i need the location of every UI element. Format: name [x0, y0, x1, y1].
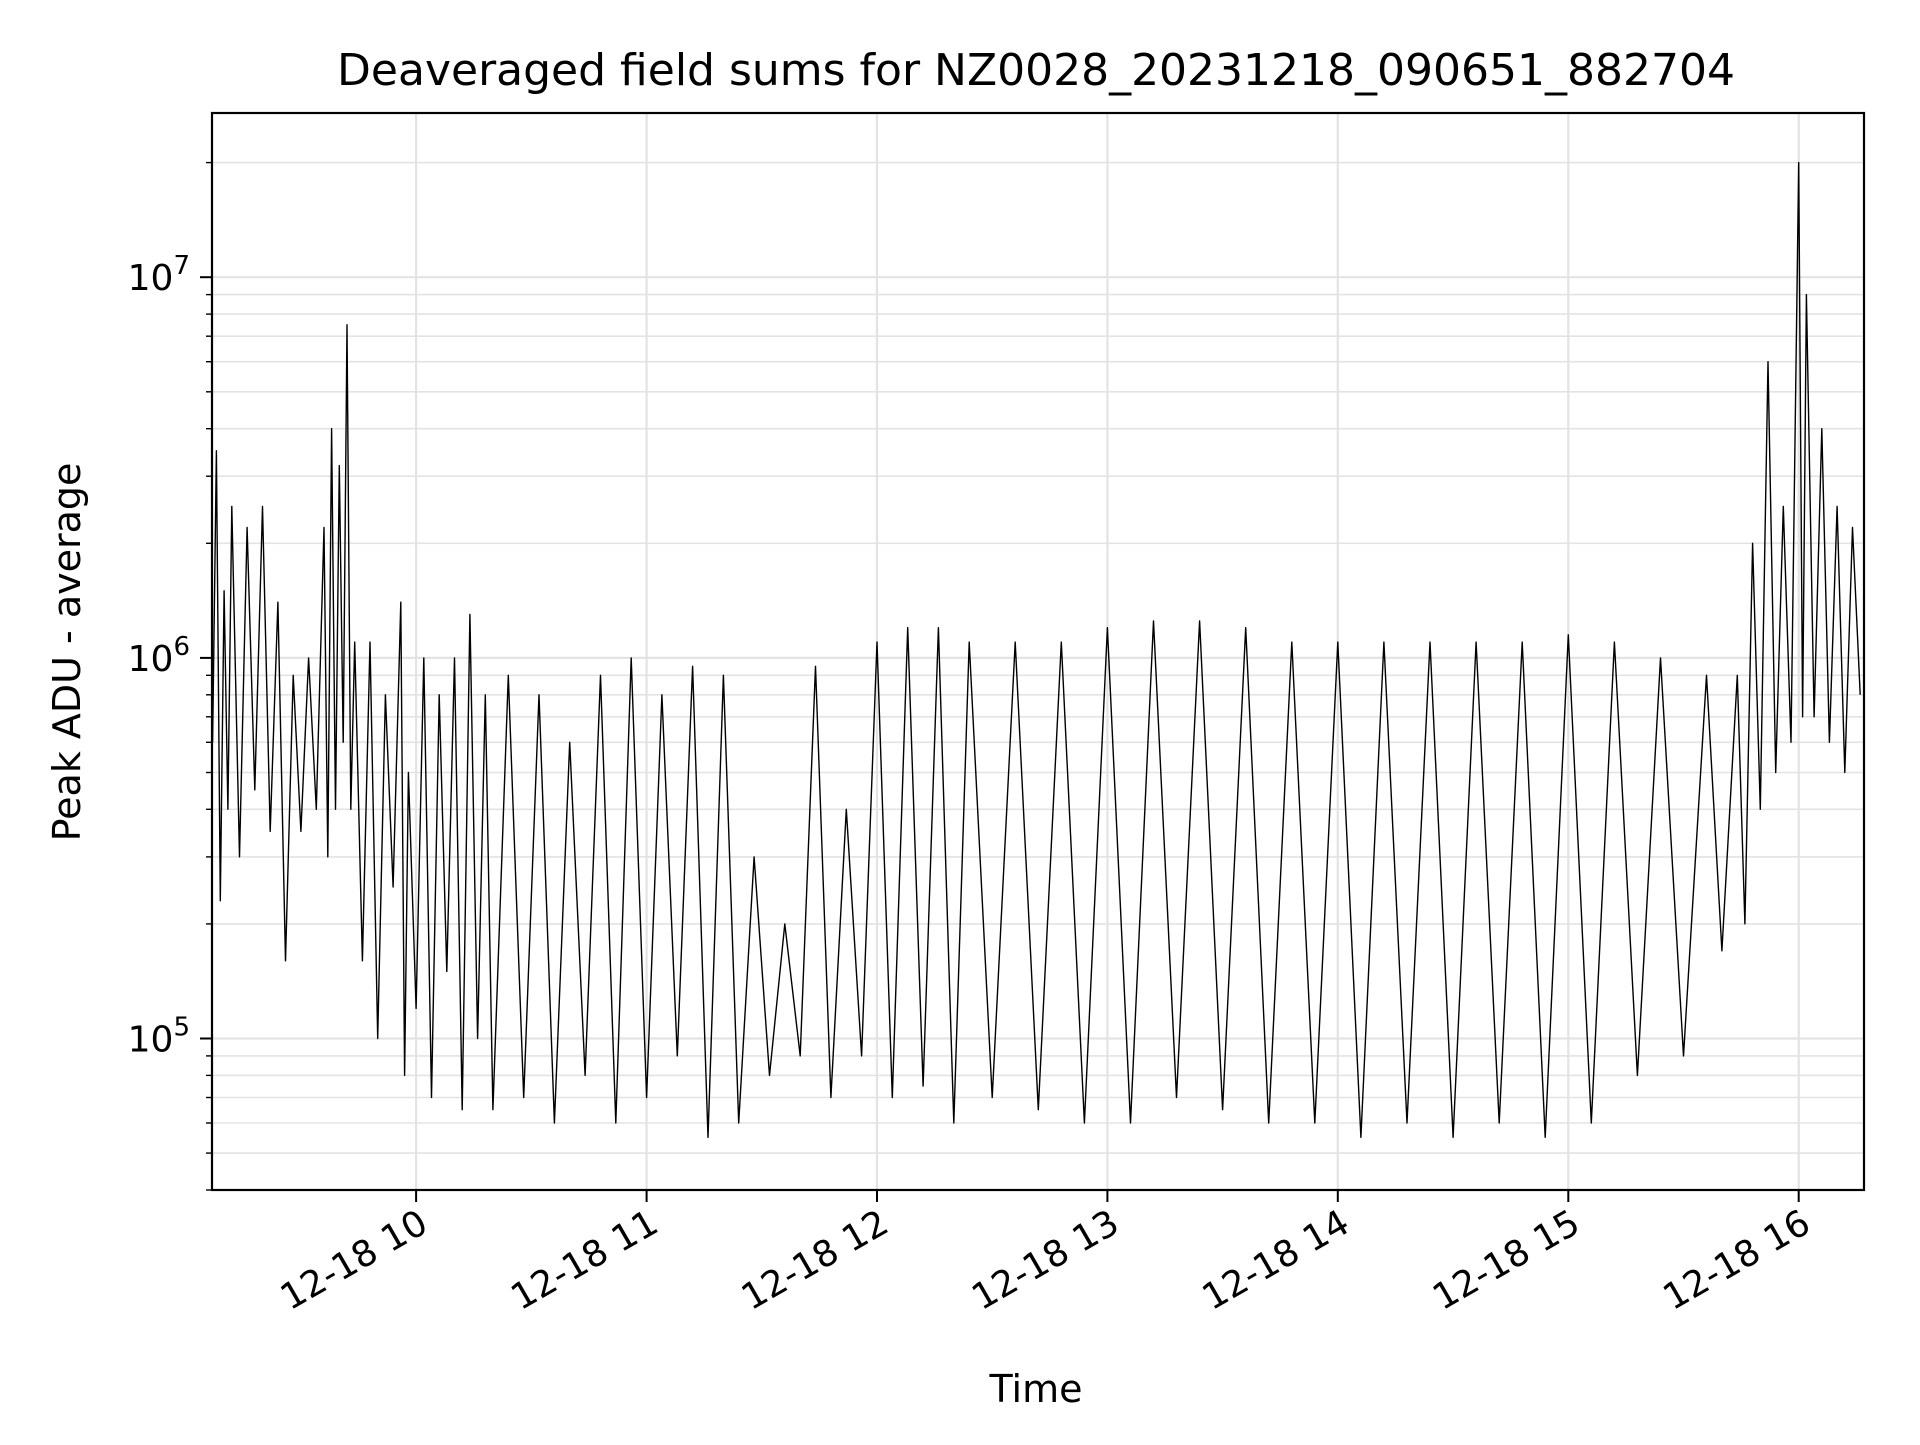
y-tick-base: 10 [128, 258, 174, 299]
y-axis-title: Peak ADU - average [45, 463, 89, 842]
chart-title: Deaveraged field sums for NZ0028_2023121… [337, 45, 1735, 96]
x-tick-label: 12-18 14 [1196, 1202, 1357, 1318]
grid-layer [212, 113, 1864, 1191]
y-tick-exponent: 7 [173, 251, 190, 281]
series-layer [211, 161, 1861, 1139]
x-tick-label: 12-18 10 [274, 1202, 435, 1318]
x-axis-title: Time [989, 1367, 1083, 1411]
x-tick-label: 12-18 16 [1657, 1202, 1818, 1318]
x-tick-label: 12-18 13 [965, 1202, 1126, 1318]
x-tick-label: 12-18 15 [1426, 1202, 1587, 1318]
y-tick-label: 107 [128, 251, 190, 299]
x-tick-label: 12-18 11 [504, 1202, 665, 1318]
y-tick-base: 10 [128, 1020, 174, 1061]
x-tick-label: 12-18 12 [735, 1202, 896, 1318]
y-tick-exponent: 6 [173, 632, 190, 662]
y-tick-base: 10 [128, 639, 174, 680]
y-tick-label: 105 [128, 1013, 190, 1061]
plot-frame [210, 111, 1866, 1192]
data-series-line [211, 161, 1861, 1139]
y-tick-label: 106 [128, 632, 190, 680]
y-tick-exponent: 5 [173, 1013, 190, 1043]
